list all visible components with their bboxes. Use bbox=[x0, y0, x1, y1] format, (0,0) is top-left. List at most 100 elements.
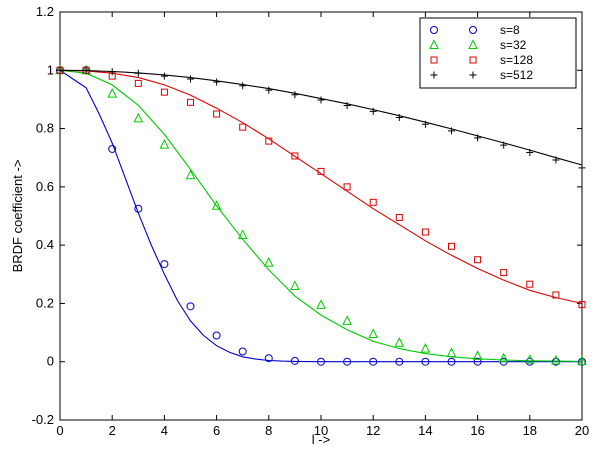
data-point-s-32 bbox=[551, 354, 561, 365]
data-point-s-32 bbox=[524, 354, 535, 364]
x-tick-label: 14 bbox=[418, 423, 432, 438]
data-point-s-512 bbox=[291, 91, 299, 99]
x-tick-label: 20 bbox=[575, 423, 589, 438]
legend-marker-right-s-512 bbox=[469, 71, 477, 79]
data-point-s-512 bbox=[526, 148, 534, 156]
data-point-s-8 bbox=[160, 260, 169, 269]
data-point-s-128 bbox=[291, 152, 299, 160]
data-point-s-8 bbox=[343, 357, 352, 366]
data-point-s-128 bbox=[395, 213, 403, 221]
data-markers bbox=[55, 64, 587, 366]
data-point-s-32 bbox=[316, 299, 326, 309]
data-point-s-32 bbox=[133, 112, 144, 123]
data-point-s-512 bbox=[82, 66, 90, 74]
x-tick-label: 16 bbox=[470, 423, 484, 438]
data-point-s-8 bbox=[108, 144, 117, 153]
y-tick-label: 1 bbox=[47, 62, 54, 77]
data-point-s-512 bbox=[187, 75, 194, 83]
y-tick-label: 0 bbox=[47, 354, 54, 369]
data-point-s-512 bbox=[395, 113, 403, 121]
x-axis-label: l -> bbox=[312, 432, 330, 447]
data-point-s-32 bbox=[237, 229, 248, 239]
legend-marker-s-8 bbox=[430, 26, 438, 34]
data-point-s-512 bbox=[578, 164, 586, 172]
legend-marker-right-s-8 bbox=[469, 26, 477, 34]
data-point-s-128 bbox=[317, 167, 325, 175]
data-point-s-8 bbox=[317, 357, 325, 366]
data-point-s-32 bbox=[159, 138, 170, 149]
y-tick-label: 0.4 bbox=[36, 237, 54, 252]
data-point-s-128 bbox=[578, 301, 586, 309]
series-line-s-32 bbox=[59, 69, 583, 362]
data-point-s-512 bbox=[421, 120, 429, 128]
data-point-s-512 bbox=[239, 82, 247, 90]
data-point-s-8 bbox=[186, 302, 195, 311]
data-point-s-512 bbox=[56, 66, 64, 74]
data-point-s-128 bbox=[343, 183, 351, 191]
data-point-s-128 bbox=[552, 291, 560, 299]
data-point-s-128 bbox=[526, 280, 534, 288]
axis-ticks: 0 2 4 6 8 10 12 14 16 18 20-0.200.20.40.60.811.2 bbox=[32, 4, 590, 438]
data-point-s-32 bbox=[185, 169, 196, 180]
data-point-s-32 bbox=[472, 350, 483, 360]
data-point-s-512 bbox=[213, 78, 221, 86]
data-point-s-8 bbox=[290, 356, 299, 365]
series-line-s-8 bbox=[59, 69, 582, 363]
x-tick-label: 10 bbox=[314, 423, 328, 438]
data-point-s-8 bbox=[447, 357, 456, 366]
data-point-s-512 bbox=[343, 102, 351, 110]
data-point-s-512 bbox=[108, 68, 116, 76]
data-point-s-128 bbox=[213, 110, 221, 118]
x-tick-label: 8 bbox=[265, 423, 272, 438]
legend-marker-right-s-128 bbox=[469, 56, 477, 64]
data-point-s-512 bbox=[265, 86, 273, 94]
data-point-s-128 bbox=[421, 228, 429, 236]
data-point-s-512 bbox=[369, 107, 377, 115]
x-tick-label: 2 bbox=[109, 423, 116, 438]
data-point-s-32 bbox=[368, 328, 379, 339]
data-point-s-512 bbox=[500, 141, 508, 149]
data-point-s-128 bbox=[134, 79, 142, 87]
data-point-s-8 bbox=[134, 204, 143, 213]
series-line-s-128 bbox=[59, 69, 583, 304]
y-tick-label: 1.2 bbox=[36, 4, 54, 19]
data-point-s-32 bbox=[394, 337, 405, 347]
x-tick-label: 6 bbox=[213, 423, 220, 438]
data-point-s-32 bbox=[420, 342, 431, 353]
x-tick-label: 18 bbox=[523, 423, 537, 438]
data-point-s-512 bbox=[317, 96, 325, 104]
y-tick-label: 0.2 bbox=[36, 295, 54, 310]
y-tick-label: -0.2 bbox=[32, 412, 54, 427]
data-point-s-8 bbox=[369, 357, 378, 366]
data-point-s-512 bbox=[552, 156, 560, 164]
x-tick-label: 4 bbox=[161, 423, 168, 438]
legend-label-s-128: s=128 bbox=[500, 53, 533, 67]
data-point-s-128 bbox=[187, 98, 194, 106]
data-point-s-512 bbox=[134, 69, 142, 77]
data-point-s-8 bbox=[578, 357, 586, 366]
data-point-s-128 bbox=[265, 137, 273, 145]
data-point-s-32 bbox=[290, 280, 300, 290]
y-tick-label: 0.8 bbox=[36, 121, 54, 136]
data-point-s-32 bbox=[263, 257, 274, 267]
data-point-s-8 bbox=[238, 347, 247, 356]
data-point-s-8 bbox=[473, 357, 482, 366]
legend-marker-s-128 bbox=[430, 56, 438, 64]
data-point-s-32 bbox=[577, 355, 587, 366]
data-point-s-32 bbox=[342, 315, 352, 325]
data-point-s-128 bbox=[474, 256, 482, 264]
y-axis-label: BRDF coefficient -> bbox=[10, 160, 25, 273]
data-point-s-128 bbox=[239, 123, 247, 131]
legend-label-s-512: s=512 bbox=[500, 68, 533, 82]
data-point-s-128 bbox=[448, 242, 455, 250]
data-point-s-8 bbox=[421, 357, 430, 366]
data-point-s-32 bbox=[211, 200, 222, 210]
data-point-s-32 bbox=[107, 87, 118, 98]
data-point-s-512 bbox=[160, 72, 168, 80]
data-point-s-128 bbox=[500, 269, 508, 277]
data-point-s-8 bbox=[264, 354, 273, 363]
x-tick-label: 12 bbox=[366, 423, 380, 438]
data-point-s-128 bbox=[160, 88, 168, 96]
